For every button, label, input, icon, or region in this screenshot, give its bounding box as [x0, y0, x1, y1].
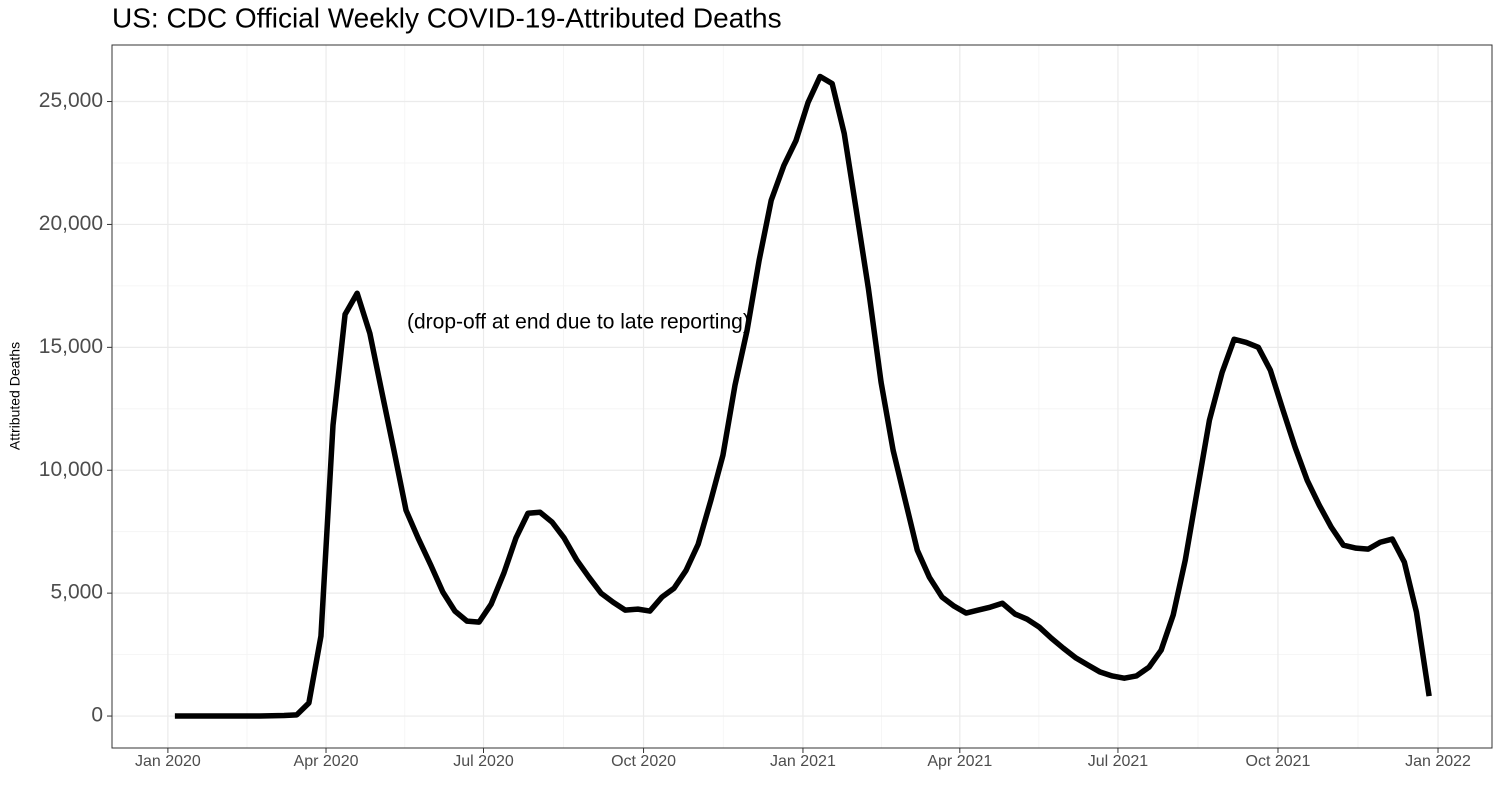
y-tick-label: 10,000	[39, 458, 103, 481]
y-axis-label: Attributed Deaths	[7, 342, 23, 450]
y-tick-label: 25,000	[39, 89, 103, 112]
y-tick-label: 15,000	[39, 335, 103, 358]
y-tick-label: 5,000	[50, 581, 103, 604]
plot-border	[111, 44, 1493, 749]
x-tick-label: Jan 2022	[1405, 753, 1471, 770]
x-tick-label: Apr 2021	[927, 753, 992, 770]
x-tick-label: Oct 2020	[611, 753, 676, 770]
x-tick-label: Jul 2020	[453, 753, 514, 770]
y-tick-label: 0	[91, 704, 103, 727]
plot-background	[112, 45, 1492, 748]
x-tick-label: Apr 2020	[294, 753, 359, 770]
x-tick-label: Oct 2021	[1246, 753, 1311, 770]
x-tick-label: Jul 2021	[1088, 753, 1149, 770]
y-tick-label: 20,000	[39, 212, 103, 235]
x-tick-label: Jan 2021	[770, 753, 836, 770]
x-tick-label: Jan 2020	[135, 753, 201, 770]
annotation: (drop-off at end due to late reporting)	[407, 311, 750, 334]
chart-title: US: CDC Official Weekly COVID-19-Attribu…	[112, 2, 782, 33]
data-line	[174, 73, 1432, 719]
